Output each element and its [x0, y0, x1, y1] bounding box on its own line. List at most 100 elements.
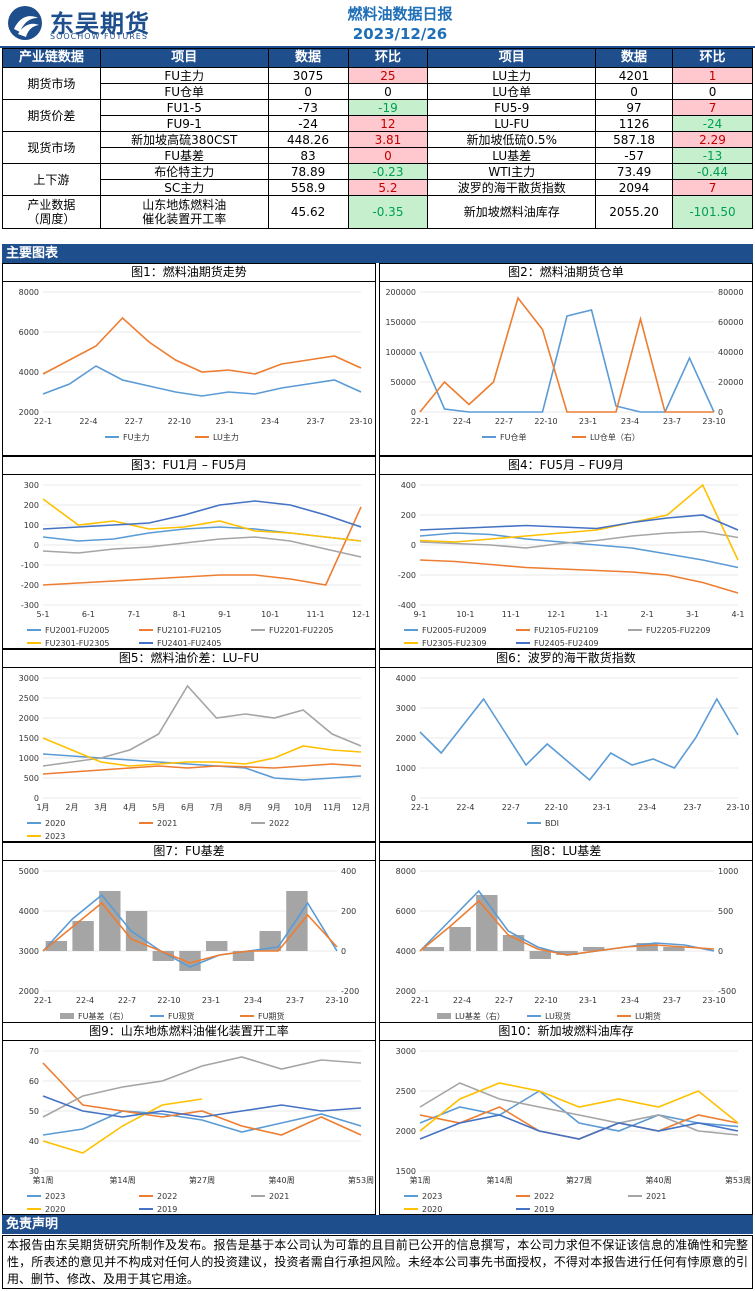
series-line	[419, 697, 739, 782]
x-tick-label: 第40周	[645, 1175, 671, 1185]
chart-panel: 图1：燃料油期货走势 8000 6000 4000 2000 22-1 22-4 22-7 22…	[2, 263, 376, 456]
table-header-cell: 项目	[99, 48, 269, 68]
x-tick-label: 22-4	[456, 803, 474, 812]
table-value-cell: 97	[595, 99, 674, 116]
table-row: FU仓单 0 0 LU仓单 0 0	[3, 83, 753, 100]
chart-panel: 图7：FU基差 5000 4000 3000 2000 400 200 0 -200 22-1 22…	[2, 842, 376, 1035]
series-line	[419, 514, 739, 531]
y-tick-label: 1000	[19, 754, 39, 763]
series-line	[42, 1056, 362, 1118]
legend-label: 2020	[422, 1205, 442, 1214]
table-change-cell: 25	[347, 67, 429, 84]
table-change-cell: -0.23	[347, 163, 429, 180]
x-tick-label: 22-7	[125, 417, 143, 426]
logo-mark-icon	[8, 6, 42, 40]
x-tick-label: 22-1	[411, 996, 429, 1005]
table-change-cell: 5.2	[347, 179, 429, 196]
y2-tick-label: 200	[341, 907, 356, 916]
y-tick-label: 0	[34, 541, 39, 550]
report-date: 2023/12/26	[352, 25, 448, 43]
y-tick-label: 200	[401, 511, 416, 520]
x-tick-label: 第53周	[348, 1175, 374, 1185]
chart-title: 图6：波罗的海干散货指数	[380, 650, 752, 668]
y-tick-label: 2000	[19, 987, 39, 996]
table-value-cell: 0	[595, 83, 674, 100]
table-item-cell: FU仓单	[99, 83, 269, 100]
table-header-row: 产业链数据 项目 数据 环比 项目 数据 环比	[2, 48, 753, 68]
x-tick-label: 23-1	[579, 417, 597, 426]
chart-svg: 8000 6000 4000 2000 1000 500 0 -500 22-1 22-4 22-7…	[396, 867, 739, 1021]
legend-label: FU2201-FU2205	[269, 626, 334, 635]
x-tick-label: 22-7	[495, 417, 513, 426]
x-tick-label: 11-1	[306, 610, 324, 619]
basis-bar	[583, 947, 605, 951]
chart-svg: 4000 3000 2000 1000 022-1 22-4 22-7 22-10 23-1 23…	[396, 674, 750, 828]
series-line	[42, 1062, 362, 1136]
y-tick-label: 4000	[396, 674, 416, 683]
y-tick-label: 60	[29, 1077, 39, 1086]
table-item-cell: FU主力	[99, 67, 269, 84]
x-tick-label: 23-7	[663, 996, 681, 1005]
series-line	[42, 526, 362, 542]
table-item-cell: FU基差	[99, 147, 269, 164]
y-tick-label: 0	[411, 794, 416, 803]
legend-label: 2019	[534, 1205, 554, 1214]
series-line	[419, 1114, 739, 1140]
legend-label: FU2401-FU2405	[157, 639, 222, 648]
x-tick-label: 22-4	[79, 417, 97, 426]
series-line	[419, 296, 714, 413]
x-tick-label: 22-1	[34, 417, 52, 426]
x-tick-label: 9月	[268, 803, 281, 812]
chart-title: 图5：燃料油价差：LU–FU	[3, 650, 375, 668]
x-tick-label: 7月	[210, 803, 223, 812]
chart-title: 图1：燃料油期货走势	[3, 264, 375, 282]
x-tick-label: 10-1	[456, 610, 474, 619]
company-logo: 东吴期货 SOOCHOW FUTURES	[6, 4, 176, 42]
y-tick-label: 3000	[396, 704, 416, 713]
table-item-cell: LU主力	[427, 67, 597, 84]
x-tick-label: 9-1	[218, 610, 231, 619]
chart-title: 图7：FU基差	[3, 843, 375, 861]
y-tick-label: 0	[411, 408, 416, 417]
y-tick-label: -300	[21, 601, 39, 610]
table-change-cell: 7	[672, 99, 753, 116]
section-bar-charts: 主要图表	[2, 244, 753, 263]
legend-label: FU仓单	[500, 432, 526, 442]
table-value-cell: 1126	[595, 115, 674, 132]
series-line	[42, 684, 362, 767]
x-tick-label: 4-1	[731, 610, 744, 619]
chart-title: 图2：燃料油期货仓单	[380, 264, 752, 282]
x-tick-label: 11-1	[502, 610, 520, 619]
legend-label: LU仓单（右）	[590, 432, 640, 442]
legend-label: 2019	[157, 1205, 177, 1214]
y-tick-label: 300	[24, 481, 39, 490]
x-tick-label: 6月	[181, 803, 194, 812]
legend-label: 2021	[269, 1192, 289, 1201]
table-item-cell: 布伦特主力	[99, 163, 269, 180]
y-tick-label: 2500	[19, 694, 39, 703]
series-line	[42, 506, 362, 586]
item-line: 山东地炼燃料油	[142, 198, 227, 212]
x-tick-label: 22-10	[157, 996, 180, 1005]
x-tick-label: 12-1	[352, 610, 370, 619]
basis-bar	[636, 943, 658, 951]
table-item-cell: FU9-1	[99, 115, 269, 132]
legend-label: FU2305-FU2309	[422, 639, 487, 648]
y-tick-label: 1000	[396, 764, 416, 773]
basis-bar	[556, 951, 578, 955]
table-item-cell: FU1-5	[99, 99, 269, 116]
series-line	[42, 737, 362, 767]
table-value-cell: 45.62	[267, 195, 349, 229]
x-tick-label: 23-4	[621, 996, 639, 1005]
series-line	[42, 753, 362, 781]
x-tick-label: 4月	[123, 803, 136, 812]
table-item-cell: 山东地炼燃料油 催化装置开工率	[99, 195, 269, 229]
basis-bar	[45, 941, 68, 951]
y-tick-label: 8000	[396, 867, 416, 876]
x-tick-label: 23-1	[593, 803, 611, 812]
y2-tick-label: 500	[718, 907, 733, 916]
table-item-cell: 新加坡燃料油库存	[427, 195, 597, 229]
series-line	[419, 899, 715, 956]
legend-label: LU主力	[213, 432, 239, 442]
